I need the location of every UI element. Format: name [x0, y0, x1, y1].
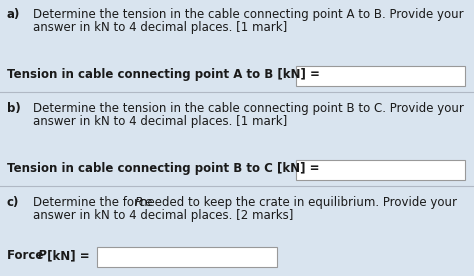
Text: a): a)	[7, 8, 20, 21]
Text: answer in kN to 4 decimal places. [1 mark]: answer in kN to 4 decimal places. [1 mar…	[33, 21, 287, 34]
Text: Determine the tension in the cable connecting point A to B. Provide your: Determine the tension in the cable conne…	[33, 8, 464, 21]
Text: Determine the force: Determine the force	[33, 196, 156, 209]
Text: Force: Force	[7, 249, 47, 262]
Text: Tension in cable connecting point B to C [kN] =: Tension in cable connecting point B to C…	[7, 162, 319, 175]
Text: answer in kN to 4 decimal places. [1 mark]: answer in kN to 4 decimal places. [1 mar…	[33, 115, 287, 128]
Text: needed to keep the crate in equilibrium. Provide your: needed to keep the crate in equilibrium.…	[140, 196, 457, 209]
Bar	[296, 160, 465, 180]
Text: c): c)	[7, 196, 19, 209]
Text: answer in kN to 4 decimal places. [2 marks]: answer in kN to 4 decimal places. [2 mar…	[33, 209, 293, 222]
Bar	[97, 247, 277, 267]
Bar	[296, 66, 465, 86]
Text: P: P	[37, 249, 46, 262]
Text: b): b)	[7, 102, 21, 115]
Text: [kN] =: [kN] =	[43, 249, 89, 262]
Text: P: P	[135, 196, 142, 209]
Text: Tension in cable connecting point A to B [kN] =: Tension in cable connecting point A to B…	[7, 68, 320, 81]
Text: Determine the tension in the cable connecting point B to C. Provide your: Determine the tension in the cable conne…	[33, 102, 464, 115]
